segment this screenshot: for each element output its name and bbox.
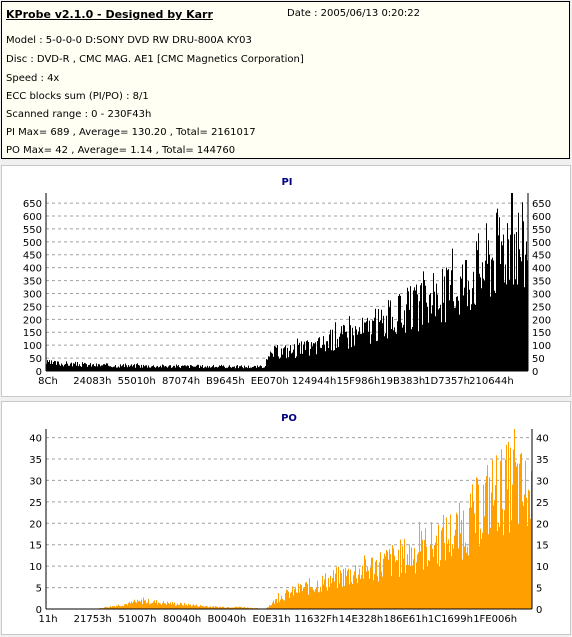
po-chart: PO 0 0 5 5 10 10 15 15 20 20 25 25 30 30 35 35 40 40 11h 217… (29, 413, 549, 625)
x-tick-label: 21753h (74, 614, 112, 625)
y-tick-label-right: 300 (532, 289, 551, 300)
y-tick-label-right: 400 (532, 264, 551, 275)
pi-stats-line: PI Max= 689 , Average= 130.20 , Total= 2… (6, 127, 256, 138)
y-tick-label-right: 0 (532, 367, 538, 378)
y-tick-label-right: 25 (536, 498, 549, 509)
pi-chart-panel: PI 0 0 50 50 100 100 150 150 200 200 250 250 300 300 35… (1, 165, 571, 397)
y-tick-label-right: 200 (532, 315, 551, 326)
data-bars (46, 193, 528, 371)
y-tick-label: 100 (23, 341, 42, 352)
y-tick-label-right: 0 (536, 605, 542, 616)
y-tick-label: 25 (29, 498, 42, 509)
y-tick-label-right: 10 (536, 562, 549, 573)
y-tick-label: 450 (23, 251, 42, 262)
y-tick-label: 500 (23, 238, 42, 249)
po-chart-panel: PO 0 0 5 5 10 10 15 15 20 20 25 25 30 30 35 35 40 40 11h 217… (1, 401, 571, 635)
chart-title: PO (281, 413, 297, 424)
y-tick-label-right: 15 (536, 541, 549, 552)
x-tick-label: 24083h (73, 376, 111, 387)
chart-title: PI (281, 177, 292, 188)
x-tick-label: 55010h (118, 376, 156, 387)
x-tick-label: 15F986h (336, 376, 380, 387)
y-tick-label: 5 (36, 584, 42, 595)
data-bars (97, 429, 532, 609)
y-tick-label: 35 (29, 455, 42, 466)
range-line: Scanned range : 0 - 230F43h (6, 109, 152, 120)
info-panel: KProbe v2.1.0 - Designed by Karr Date : … (1, 1, 570, 159)
y-tick-label-right: 350 (532, 277, 551, 288)
y-tick-label: 40 (29, 434, 42, 445)
scan-date: Date : 2005/06/13 0:20:22 (287, 8, 420, 19)
y-tick-label-right: 50 (532, 354, 545, 365)
x-tick-label: 14E328h (339, 614, 383, 625)
y-tick-label: 200 (23, 315, 42, 326)
y-tick-label: 600 (23, 212, 42, 223)
x-tick-label: 1D7357h (424, 376, 470, 387)
x-tick-label: 87074h (162, 376, 200, 387)
disc-line: Disc : DVD-R , CMC MAG. AE1 [CMC Magneti… (6, 54, 304, 65)
x-tick-label: B0040h (208, 614, 247, 625)
y-tick-label-right: 20 (536, 519, 549, 530)
y-tick-label: 650 (23, 199, 42, 210)
x-tick-label: EE070h (251, 376, 289, 387)
x-tick-label: 80040h (163, 614, 201, 625)
y-tick-label-right: 35 (536, 455, 549, 466)
y-tick-label: 150 (23, 328, 42, 339)
y-tick-label-right: 30 (536, 476, 549, 487)
y-tick-label-right: 600 (532, 212, 551, 223)
y-tick-label: 50 (29, 354, 42, 365)
data-bar (97, 429, 532, 609)
y-tick-label: 350 (23, 277, 42, 288)
x-tick-label: 1FE006h (473, 614, 517, 625)
y-tick-label-right: 150 (532, 328, 551, 339)
y-tick-label: 400 (23, 264, 42, 275)
y-tick-label-right: 100 (532, 341, 551, 352)
x-tick-label: 124944h (292, 376, 337, 387)
y-tick-label-right: 500 (532, 238, 551, 249)
ecc-line: ECC blocks sum (PI/PO) : 8/1 (6, 91, 149, 102)
y-tick-label: 300 (23, 289, 42, 300)
x-tick-label: E0E31h (253, 614, 291, 625)
y-tick-label: 10 (29, 562, 42, 573)
y-tick-label: 15 (29, 541, 42, 552)
y-tick-label-right: 450 (532, 251, 551, 262)
x-tick-label: 19B383h (380, 376, 425, 387)
y-tick-label: 550 (23, 225, 42, 236)
y-tick-label: 0 (36, 367, 42, 378)
x-tick-label: B9645h (206, 376, 245, 387)
x-tick-label: 51007h (118, 614, 156, 625)
x-tick-label: 1C1699h (428, 614, 473, 625)
po-stats-line: PO Max= 42 , Average= 1.14 , Total= 1447… (6, 145, 236, 156)
y-tick-label-right: 550 (532, 225, 551, 236)
y-tick-label-right: 5 (536, 584, 542, 595)
y-tick-label: 250 (23, 302, 42, 313)
data-bar (46, 193, 528, 371)
y-tick-label-right: 250 (532, 302, 551, 313)
y-tick-label-right: 40 (536, 434, 549, 445)
y-tick-label: 20 (29, 519, 42, 530)
y-tick-label-right: 650 (532, 199, 551, 210)
y-tick-label: 0 (36, 605, 42, 616)
speed-line: Speed : 4x (6, 73, 60, 84)
x-tick-label: 11632Fh (294, 614, 338, 625)
x-tick-label: 186E61h (383, 614, 427, 625)
y-tick-label: 30 (29, 476, 42, 487)
x-tick-label: 11h (38, 614, 57, 625)
x-tick-label: 210644h (469, 376, 514, 387)
x-tick-label: 8Ch (38, 376, 58, 387)
app-title: KProbe v2.1.0 - Designed by Karr (6, 8, 213, 21)
model-line: Model : 5-0-0-0 D:SONY DVD RW DRU-800A K… (6, 35, 252, 46)
